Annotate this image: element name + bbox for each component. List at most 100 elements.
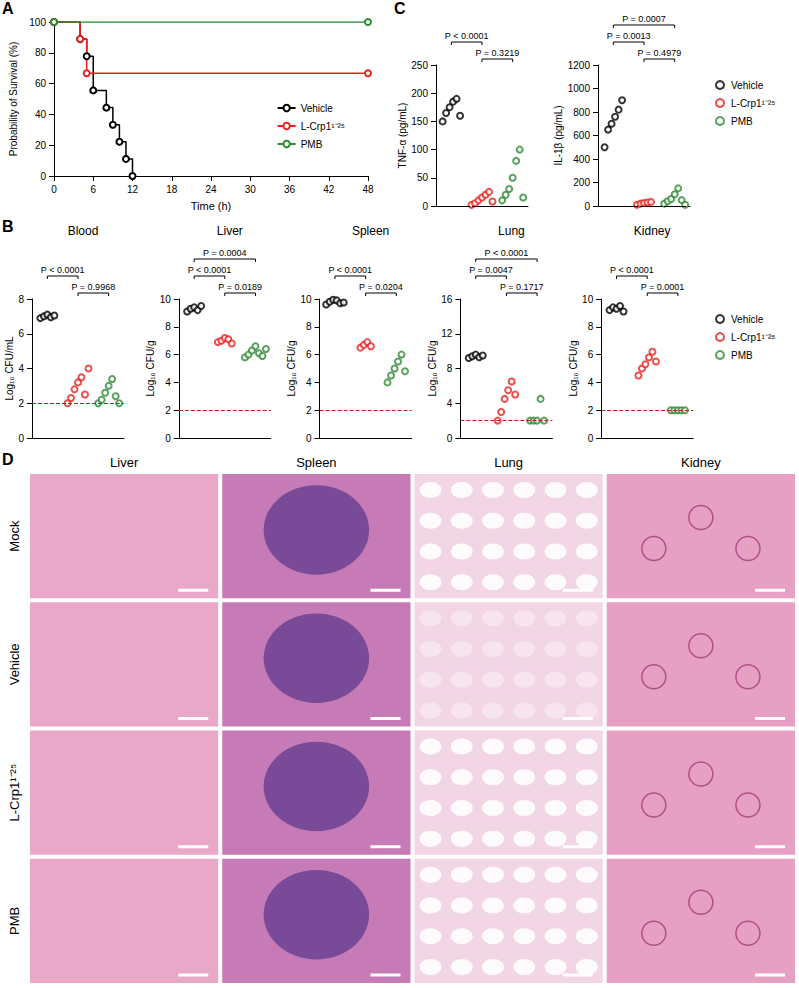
svg-text:2: 2 bbox=[306, 405, 312, 416]
svg-text:48: 48 bbox=[362, 184, 374, 195]
svg-text:Kidney: Kidney bbox=[681, 455, 721, 470]
svg-text:L-Crp1¹⁻²⁵: L-Crp1¹⁻²⁵ bbox=[731, 332, 775, 343]
svg-text:P = 0.0001: P = 0.0001 bbox=[641, 282, 685, 292]
svg-text:6: 6 bbox=[90, 184, 96, 195]
svg-text:P < 0.0001: P < 0.0001 bbox=[445, 31, 489, 41]
svg-text:8: 8 bbox=[588, 321, 594, 332]
svg-text:36: 36 bbox=[284, 184, 296, 195]
svg-text:400: 400 bbox=[573, 154, 590, 165]
svg-text:10: 10 bbox=[300, 294, 312, 305]
svg-text:6: 6 bbox=[588, 349, 594, 360]
svg-text:0: 0 bbox=[588, 433, 594, 444]
svg-text:P < 0.0001: P < 0.0001 bbox=[41, 265, 85, 275]
svg-text:TNF-α (pg/mL): TNF-α (pg/mL) bbox=[397, 103, 408, 169]
svg-text:2: 2 bbox=[18, 398, 24, 409]
svg-text:42: 42 bbox=[323, 184, 335, 195]
svg-text:2: 2 bbox=[165, 405, 171, 416]
svg-text:P < 0.0001: P < 0.0001 bbox=[188, 265, 232, 275]
svg-text:2: 2 bbox=[588, 405, 594, 416]
svg-text:Lung: Lung bbox=[498, 224, 525, 238]
svg-text:40: 40 bbox=[35, 109, 47, 120]
svg-text:Log₁₀ CFU/g: Log₁₀ CFU/g bbox=[427, 341, 438, 397]
svg-text:Lung: Lung bbox=[494, 455, 523, 470]
svg-text:P = 0.0007: P = 0.0007 bbox=[622, 14, 666, 24]
svg-text:1200: 1200 bbox=[568, 60, 591, 71]
svg-text:4: 4 bbox=[447, 398, 453, 409]
svg-text:0: 0 bbox=[584, 201, 590, 212]
svg-text:50: 50 bbox=[417, 172, 429, 183]
svg-text:30: 30 bbox=[245, 184, 257, 195]
svg-text:200: 200 bbox=[411, 88, 428, 99]
svg-text:10: 10 bbox=[160, 294, 172, 305]
svg-text:600: 600 bbox=[573, 130, 590, 141]
svg-text:0: 0 bbox=[18, 433, 24, 444]
svg-text:150: 150 bbox=[411, 116, 428, 127]
svg-text:P = 0.9968: P = 0.9968 bbox=[72, 282, 116, 292]
svg-text:Spleen: Spleen bbox=[296, 455, 336, 470]
svg-text:8: 8 bbox=[165, 321, 171, 332]
svg-text:0: 0 bbox=[51, 184, 57, 195]
svg-text:P = 0.1717: P = 0.1717 bbox=[500, 282, 544, 292]
svg-text:60: 60 bbox=[35, 78, 47, 89]
svg-text:4: 4 bbox=[306, 377, 312, 388]
svg-text:PMB: PMB bbox=[731, 116, 753, 127]
svg-text:P = 0.3219: P = 0.3219 bbox=[476, 48, 520, 58]
svg-text:Log₁₀ CFU/g: Log₁₀ CFU/g bbox=[145, 341, 156, 397]
svg-text:80: 80 bbox=[35, 47, 47, 58]
svg-text:6: 6 bbox=[306, 349, 312, 360]
svg-text:Mock: Mock bbox=[7, 520, 22, 552]
svg-text:P = 0.0204: P = 0.0204 bbox=[359, 282, 403, 292]
svg-text:Kidney: Kidney bbox=[634, 224, 671, 238]
svg-text:P < 0.0001: P < 0.0001 bbox=[610, 265, 654, 275]
svg-text:Log₁₀ CFU/g: Log₁₀ CFU/g bbox=[568, 341, 579, 397]
svg-text:8: 8 bbox=[18, 294, 24, 305]
svg-text:Vehicle: Vehicle bbox=[301, 103, 334, 114]
svg-text:6: 6 bbox=[165, 349, 171, 360]
svg-text:0: 0 bbox=[306, 433, 312, 444]
svg-text:Spleen: Spleen bbox=[352, 224, 389, 238]
svg-text:12: 12 bbox=[127, 184, 139, 195]
svg-text:100: 100 bbox=[29, 17, 46, 28]
svg-text:1000: 1000 bbox=[568, 83, 591, 94]
svg-text:24: 24 bbox=[205, 184, 217, 195]
svg-text:IL-1β (pg/mL): IL-1β (pg/mL) bbox=[553, 105, 564, 165]
svg-text:18: 18 bbox=[166, 184, 178, 195]
svg-text:4: 4 bbox=[18, 363, 24, 374]
svg-text:PMB: PMB bbox=[301, 139, 323, 150]
svg-text:P = 0.0047: P = 0.0047 bbox=[469, 265, 513, 275]
svg-text:8: 8 bbox=[447, 363, 453, 374]
svg-text:P = 0.0013: P = 0.0013 bbox=[607, 31, 651, 41]
svg-text:0: 0 bbox=[40, 171, 46, 182]
svg-text:100: 100 bbox=[411, 144, 428, 155]
svg-text:10: 10 bbox=[582, 294, 594, 305]
svg-text:P = 0.0004: P = 0.0004 bbox=[203, 248, 247, 258]
svg-text:P = 0.4979: P = 0.4979 bbox=[638, 48, 682, 58]
svg-text:6: 6 bbox=[18, 328, 24, 339]
svg-text:L-Crp1¹⁻²⁵: L-Crp1¹⁻²⁵ bbox=[7, 764, 22, 822]
svg-text:4: 4 bbox=[165, 377, 171, 388]
svg-text:20: 20 bbox=[35, 140, 47, 151]
svg-text:L-Crp1¹⁻²⁵: L-Crp1¹⁻²⁵ bbox=[301, 121, 345, 132]
svg-text:P < 0.0001: P < 0.0001 bbox=[485, 248, 529, 258]
svg-text:Blood: Blood bbox=[68, 224, 99, 238]
svg-text:L-Crp1¹⁻²⁵: L-Crp1¹⁻²⁵ bbox=[731, 98, 775, 109]
svg-text:PMB: PMB bbox=[7, 907, 22, 935]
svg-text:P < 0.0001: P < 0.0001 bbox=[328, 265, 372, 275]
svg-text:Log₁₀ CFU/g: Log₁₀ CFU/g bbox=[286, 341, 297, 397]
svg-text:8: 8 bbox=[306, 321, 312, 332]
svg-text:Log₁₀ CFU/mL: Log₁₀ CFU/mL bbox=[4, 336, 15, 401]
svg-text:P = 0.0189: P = 0.0189 bbox=[218, 282, 262, 292]
svg-text:Vehicle: Vehicle bbox=[7, 643, 22, 685]
svg-text:Liver: Liver bbox=[217, 224, 243, 238]
svg-text:0: 0 bbox=[422, 201, 428, 212]
svg-text:200: 200 bbox=[573, 177, 590, 188]
svg-text:Vehicle: Vehicle bbox=[731, 314, 764, 325]
svg-text:PMB: PMB bbox=[731, 350, 753, 361]
svg-text:4: 4 bbox=[588, 377, 594, 388]
svg-text:800: 800 bbox=[573, 107, 590, 118]
svg-text:0: 0 bbox=[447, 433, 453, 444]
svg-text:Vehicle: Vehicle bbox=[731, 80, 764, 91]
svg-text:250: 250 bbox=[411, 60, 428, 71]
svg-text:12: 12 bbox=[441, 328, 453, 339]
svg-text:Time (h): Time (h) bbox=[191, 200, 232, 212]
